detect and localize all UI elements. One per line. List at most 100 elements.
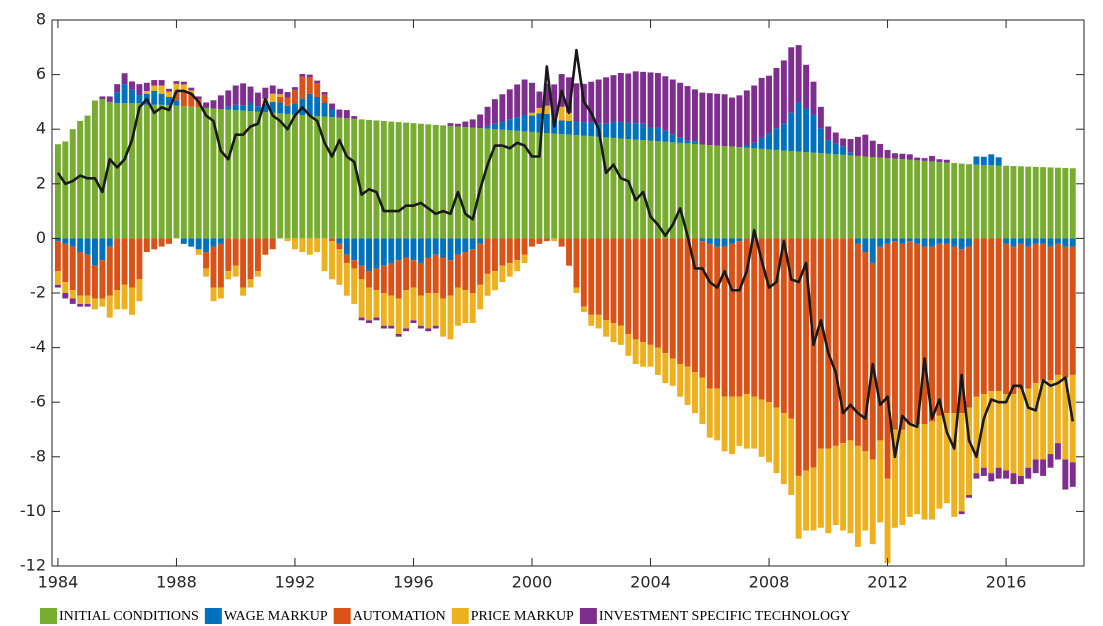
bar-segment <box>543 83 550 106</box>
bar-segment <box>254 92 261 107</box>
bar-segment <box>603 238 610 321</box>
bar-segment <box>158 104 165 239</box>
bar-segment <box>640 123 647 141</box>
bar-segment <box>980 394 987 468</box>
bar-segment <box>795 45 802 103</box>
bar-segment <box>225 271 232 280</box>
bar-segment <box>329 241 335 280</box>
bar-segment <box>373 290 380 318</box>
bar-segment <box>84 295 91 304</box>
bar-segment <box>1054 443 1061 460</box>
bar-segment <box>699 92 706 145</box>
bar-segment <box>684 143 691 239</box>
bar-segment <box>477 128 484 239</box>
bar-segment <box>803 152 810 239</box>
y-tick-label: 4 <box>36 119 46 138</box>
bar-segment <box>351 116 358 119</box>
bar-segment <box>751 142 758 149</box>
bar-segment <box>284 105 291 114</box>
bar-segment <box>625 139 632 239</box>
bar-segment <box>951 238 958 247</box>
bar-segment <box>136 279 143 302</box>
y-tick-label: -6 <box>30 392 46 411</box>
bar-segment <box>736 147 743 239</box>
bar-segment <box>573 121 580 136</box>
bar-segment <box>69 246 76 291</box>
bar-segment <box>62 293 69 299</box>
bar-segment <box>810 114 817 153</box>
bar-segment <box>573 135 580 239</box>
bar-segment <box>151 104 158 239</box>
bar-segment <box>751 396 758 449</box>
bar-segment <box>566 77 572 113</box>
bar-segment <box>877 157 884 239</box>
bar-segment <box>203 252 210 269</box>
bar-segment <box>188 106 195 239</box>
bar-segment <box>617 238 624 326</box>
bar-segment <box>410 123 417 239</box>
bar-segment <box>469 127 476 239</box>
bar-segment <box>884 243 891 479</box>
bar-segment <box>151 238 158 250</box>
bar-segment <box>632 123 639 140</box>
bar-segment <box>921 160 928 239</box>
bar-segment <box>180 238 187 244</box>
bar-segment <box>973 164 980 239</box>
bar-segment <box>566 238 572 266</box>
bar-segment <box>632 139 639 239</box>
bar-segment <box>788 418 795 496</box>
bar-segment <box>1054 238 1061 244</box>
x-tick-label: 1988 <box>156 573 197 592</box>
bar-segment <box>299 115 306 239</box>
bar-segment <box>1069 462 1076 487</box>
bar-segment <box>373 317 380 321</box>
bar-segment <box>247 111 254 239</box>
bar-segment <box>388 238 395 263</box>
bar-segment <box>84 254 91 296</box>
bar-segment <box>869 157 876 239</box>
bar-segment <box>869 262 876 460</box>
bar-segment <box>129 103 135 239</box>
bar-segment <box>936 415 943 509</box>
bar-segment <box>692 238 698 373</box>
bar-segment <box>832 143 839 155</box>
bar-segment <box>921 246 928 425</box>
bar-segment <box>469 293 476 324</box>
bar-segment <box>625 333 632 356</box>
bar-segment <box>92 238 98 266</box>
bar-segment <box>484 106 491 126</box>
bar-segment <box>499 94 506 122</box>
bar-segment <box>262 238 269 255</box>
bar-segment <box>1032 383 1039 460</box>
bar-segment <box>758 238 765 400</box>
bar-segment <box>854 136 861 156</box>
bar-segment <box>269 101 276 113</box>
bar-segment <box>832 132 839 144</box>
bar-segment <box>1025 388 1032 468</box>
bar-segment <box>129 81 135 90</box>
bar-segment <box>580 306 587 313</box>
bar-segment <box>432 325 439 329</box>
bar-segment <box>1054 374 1061 444</box>
bar-segment <box>1040 167 1047 239</box>
bar-segment <box>99 96 106 100</box>
bar-segment <box>854 155 861 239</box>
bar-segment <box>699 377 706 425</box>
bar-segment <box>736 396 743 446</box>
bar-segment <box>484 273 491 296</box>
bar-segment <box>99 238 106 261</box>
bar-segment <box>351 268 358 304</box>
bar-segment <box>203 102 210 108</box>
bar-segment <box>899 429 906 526</box>
bar-segment <box>795 151 802 239</box>
bar-segment <box>1040 459 1047 476</box>
bar-segment <box>588 314 595 326</box>
bar-segment <box>966 407 972 496</box>
bar-segment <box>336 109 343 118</box>
bar-segment <box>640 342 647 367</box>
bar-segment <box>129 287 135 315</box>
bar-segment <box>662 238 669 354</box>
bar-segment <box>114 238 121 291</box>
bar-segment <box>158 80 165 86</box>
bar-segment <box>373 120 380 239</box>
